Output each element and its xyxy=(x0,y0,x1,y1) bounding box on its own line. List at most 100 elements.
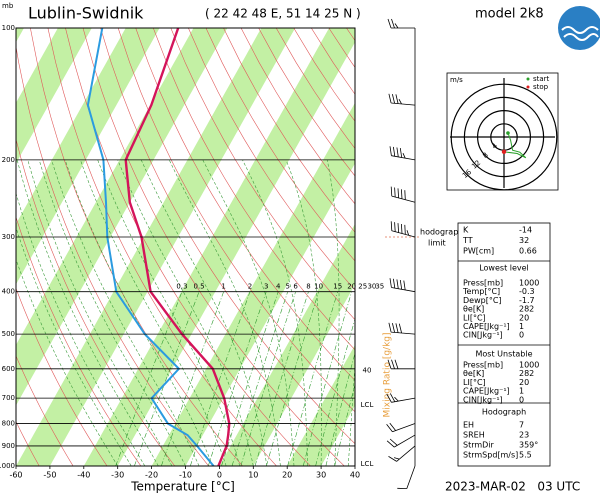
x-tick-label: -20 xyxy=(145,471,158,480)
dry-adiabat xyxy=(65,28,311,466)
x-tick-label: -30 xyxy=(111,471,124,480)
dry-adiabat xyxy=(16,420,40,466)
x-tick-label: 20 xyxy=(282,471,292,480)
mixing-ratio-tick-label: 6 xyxy=(293,283,298,291)
index-label: StrmSpd[m/s] xyxy=(463,451,518,460)
x-tick-label: -60 xyxy=(9,471,22,480)
dry-adiabat xyxy=(16,44,209,466)
index-label: SREH xyxy=(463,431,485,440)
isotherm-band xyxy=(16,28,160,285)
x-tick-label: -10 xyxy=(179,471,192,480)
legend-label: start xyxy=(533,75,550,83)
dry-adiabat xyxy=(223,28,355,233)
date-label: 2023-MAR-02 03 UTC xyxy=(445,480,580,494)
mixing-ratio-tick-label: 15 xyxy=(333,283,342,291)
index-label: PW[cm] xyxy=(463,247,494,256)
mixing-ratio-tick-label: 35 xyxy=(375,283,384,291)
dry-adiabat xyxy=(135,28,355,381)
x-axis-label: Temperature [°C] xyxy=(130,480,235,494)
isotherm-band xyxy=(16,28,92,164)
isotherm-band xyxy=(16,28,296,466)
mixing-ratio-tick-label: 5 xyxy=(285,283,289,291)
index-value: -14 xyxy=(519,226,532,235)
dry-adiabat xyxy=(47,28,277,466)
y-tick-label: 300 xyxy=(2,233,15,241)
index-label: Temp[°C] xyxy=(462,287,500,296)
y-tick-label: 600 xyxy=(2,365,15,373)
legend-marker xyxy=(526,85,530,89)
hodograph-limit: limit xyxy=(428,239,446,248)
index-value: 1 xyxy=(519,387,524,396)
y-tick-label: 700 xyxy=(2,394,15,402)
y-tick-label: 200 xyxy=(2,156,15,164)
wind-barb xyxy=(389,146,416,161)
index-value: 20 xyxy=(519,313,529,322)
index-value: 20 xyxy=(519,378,529,387)
logo-waves xyxy=(561,26,599,41)
index-label: CIN[Jkg⁻¹] xyxy=(463,395,503,404)
hodograph-unit: m/s xyxy=(450,76,463,84)
index-value: 0 xyxy=(519,395,524,404)
hodograph-ring-label: 4 xyxy=(490,141,499,150)
index-label: CAPE[Jkg⁻¹] xyxy=(463,322,510,331)
wind-barb xyxy=(388,322,416,335)
dry-adiabat xyxy=(205,28,355,262)
mixing-ratio-tick-label: 0.3 xyxy=(176,283,187,291)
y-tick-label: 100 xyxy=(2,24,15,32)
dry-adiabat xyxy=(16,216,142,466)
y-axis-label: mb xyxy=(2,2,14,10)
index-value: 7 xyxy=(519,421,524,430)
annotation: LCL xyxy=(361,460,374,468)
dry-adiabat xyxy=(16,287,108,466)
subtitle: ( 22 42 48 E, 51 14 25 N ) xyxy=(205,7,361,21)
y-tick-label: 900 xyxy=(2,442,15,450)
chart-title: Lublin-Swidnik xyxy=(28,4,144,23)
logo-circle xyxy=(558,6,600,50)
table-frame xyxy=(457,222,551,467)
hodograph-ring-label: 12 xyxy=(470,159,482,171)
x-tick-label: 10 xyxy=(248,471,258,480)
index-value: 0.66 xyxy=(519,247,537,256)
index-value: 32 xyxy=(519,236,529,245)
index-label: CAPE[Jkg⁻¹] xyxy=(463,387,510,396)
isotherm-band xyxy=(151,102,355,466)
mixing-ratio-tick-label: 10 xyxy=(314,283,323,291)
annotation: 40 xyxy=(363,366,372,374)
mixing-ratio-tick-label: 30 xyxy=(367,283,376,291)
index-label: Press[mb] xyxy=(463,279,503,288)
annotation: LCL xyxy=(361,401,374,409)
hodograph-trace xyxy=(503,132,527,159)
y-tick-label: 400 xyxy=(2,288,15,296)
dry-adiabat xyxy=(117,28,355,413)
logo xyxy=(558,6,600,50)
x-tick-label: 40 xyxy=(350,471,360,480)
mixing-ratio-tick-label: 0.5 xyxy=(193,283,204,291)
dry-adiabat xyxy=(16,355,74,466)
hodograph-limit: hodograph xyxy=(420,228,463,237)
wind-barb xyxy=(386,422,416,433)
index-label: K xyxy=(463,226,469,235)
mixing-ratio-tick-label: 3 xyxy=(264,283,268,291)
legend-label: stop xyxy=(533,83,549,91)
dry-adiabat xyxy=(240,28,355,205)
x-tick-label: -50 xyxy=(43,471,56,480)
mixing-ratio-tick-label: 2 xyxy=(248,283,252,291)
hodograph-stop xyxy=(501,149,507,155)
dry-adiabat xyxy=(30,28,243,466)
index-label: Dewp[°C] xyxy=(463,296,502,305)
index-label: StrmDir xyxy=(463,441,495,450)
mixing-ratio-tick-label: 25 xyxy=(358,283,367,291)
y-tick-label: 800 xyxy=(2,420,15,428)
legend-marker xyxy=(526,77,530,81)
hodograph-start xyxy=(506,131,510,135)
y-tick-label: 500 xyxy=(2,330,15,338)
dry-adiabat xyxy=(170,28,355,321)
index-label: EH xyxy=(463,421,474,430)
dry-adiabat xyxy=(152,28,355,351)
mixing-ratio-tick-label: 8 xyxy=(306,283,310,291)
wind-barb xyxy=(386,434,416,448)
x-tick-label: 30 xyxy=(316,471,326,480)
index-label: LI[°C] xyxy=(463,378,486,387)
moist-adiabat xyxy=(168,159,281,466)
